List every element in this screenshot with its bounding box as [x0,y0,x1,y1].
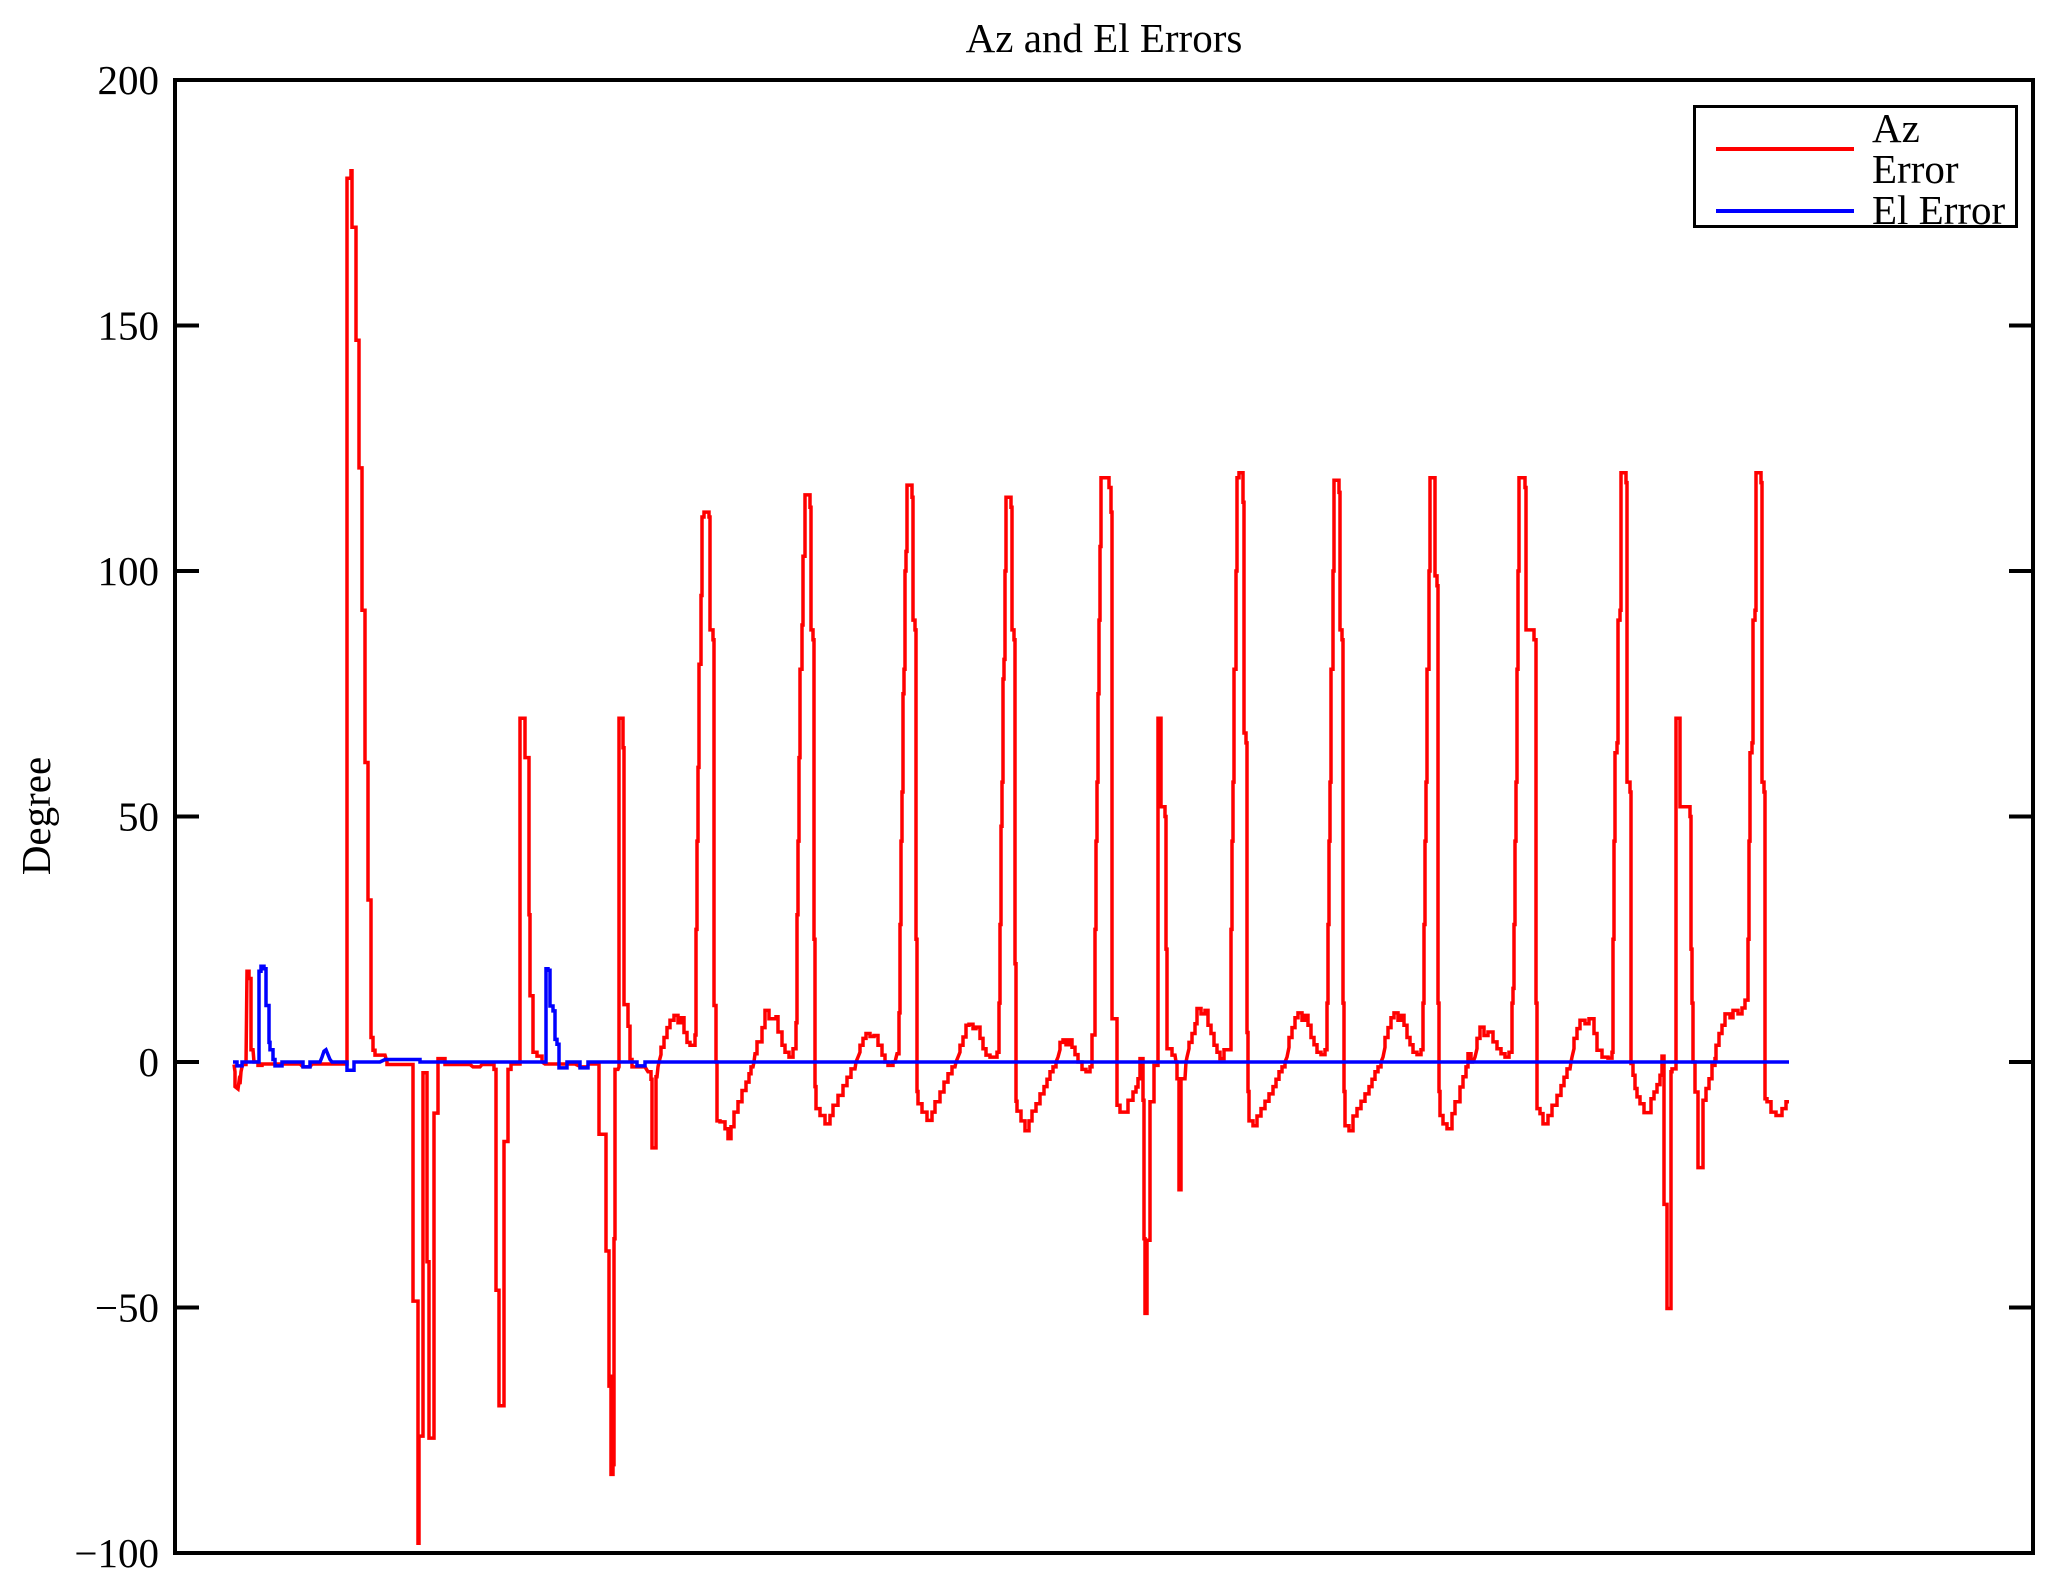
legend-item: Az Error [1696,108,2015,190]
chart-title: Az and El Errors [965,15,1243,61]
y-tick-label: −50 [95,1285,159,1331]
legend-line-el-error [1716,208,1854,213]
legend-item: El Error [1696,190,2015,231]
az-error-line [232,169,1789,1545]
legend-label: Az Error [1872,105,1959,192]
axes-box [173,78,2035,1555]
legend-label: El Error [1872,187,2006,233]
legend: Az Error El Error [1693,105,2018,231]
y-tick-label: 150 [98,303,160,349]
el-error-line [233,964,1789,1073]
y-tick-label: 50 [118,794,159,840]
y-tick-label: −100 [74,1530,159,1576]
legend-line-az-error [1716,147,1854,151]
y-tick-label: 0 [139,1039,160,1085]
y-tick-label: 100 [98,548,160,594]
y-tick-label: 200 [98,57,160,103]
